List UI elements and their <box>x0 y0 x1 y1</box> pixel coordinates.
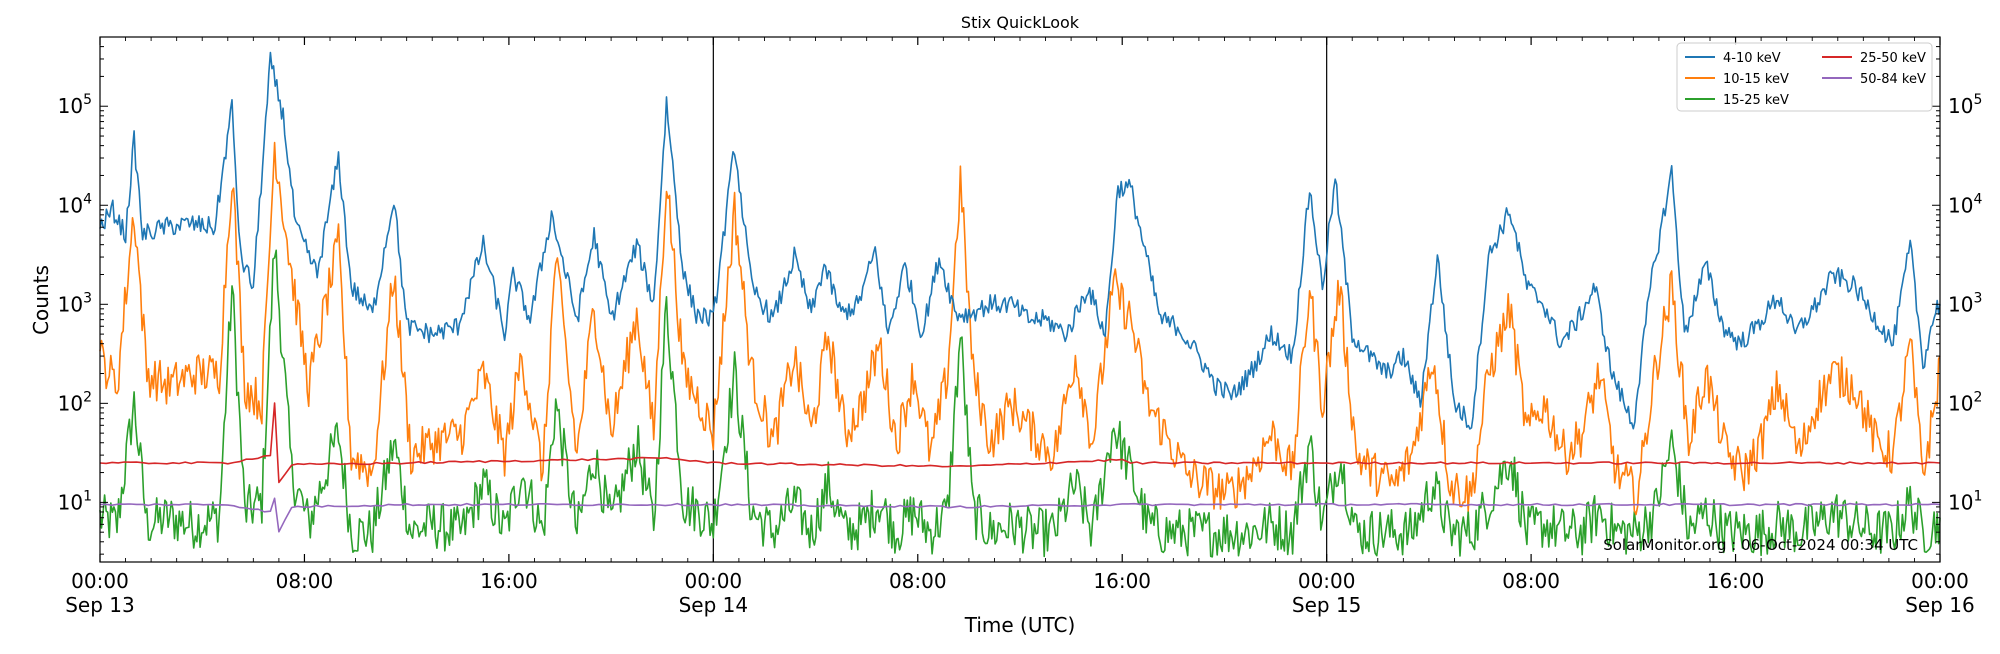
x-tick-label: 16:00 <box>1707 569 1765 593</box>
timestamp-annotation: SolarMonitor.org : 06-Oct-2024 00:34 UTC <box>1603 536 1918 554</box>
y-axis-label: Counts <box>29 265 53 335</box>
x-tick-label: 16:00 <box>480 569 538 593</box>
series-line-50-84-kev <box>99 497 1941 533</box>
x-tick-label: 00:00 <box>1911 569 1969 593</box>
series-line-25-50-kev <box>99 402 1941 484</box>
y-tick-label-right: 104 <box>1948 191 1982 217</box>
x-axis-label: Time (UTC) <box>964 613 1076 637</box>
y-tick-label: 105 <box>58 92 92 118</box>
y-tick-label: 104 <box>58 191 92 217</box>
x-tick-label: 08:00 <box>276 569 334 593</box>
series-line-10-15-kev <box>99 141 1941 516</box>
x-tick-label: 16:00 <box>1093 569 1151 593</box>
x-tick-label: 00:00 <box>71 569 129 593</box>
x-tick-label: 00:00 <box>1298 569 1356 593</box>
x-tick-label: 08:00 <box>1502 569 1560 593</box>
y-axis-ticks: 101 101 102 102 103 103 104 104 105 105 <box>58 36 1982 555</box>
chart-title: Stix QuickLook <box>961 13 1080 32</box>
legend: 4-10 keV 10-15 keV 15-25 keV 25-50 keV 50-84… <box>1676 42 1933 112</box>
x-tick-label: 08:00 <box>889 569 947 593</box>
x-tick-label: 00:00 <box>685 569 743 593</box>
legend-label: 50-84 keV <box>1860 72 1926 87</box>
legend-label: 25-50 keV <box>1860 51 1926 66</box>
x-tick-date-label: Sep 14 <box>679 593 749 617</box>
legend-label: 10-15 keV <box>1723 72 1789 87</box>
series-line-4-10-kev <box>99 51 1941 430</box>
legend-label: 15-25 keV <box>1723 93 1789 108</box>
x-tick-date-label: Sep 16 <box>1905 593 1975 617</box>
y-tick-label: 102 <box>58 389 92 415</box>
y-tick-label-right: 105 <box>1948 92 1982 118</box>
x-tick-date-label: Sep 15 <box>1292 593 1362 617</box>
y-tick-label: 103 <box>58 290 92 316</box>
y-tick-label-right: 101 <box>1948 488 1982 514</box>
plot-area <box>99 37 1941 562</box>
y-tick-label-right: 103 <box>1948 290 1982 316</box>
y-tick-label: 101 <box>58 488 92 514</box>
x-tick-date-label: Sep 13 <box>65 593 135 617</box>
legend-box <box>1676 42 1933 112</box>
series-line-15-25-kev <box>99 249 1941 558</box>
legend-label: 4-10 keV <box>1723 51 1781 66</box>
y-tick-label-right: 102 <box>1948 389 1982 415</box>
